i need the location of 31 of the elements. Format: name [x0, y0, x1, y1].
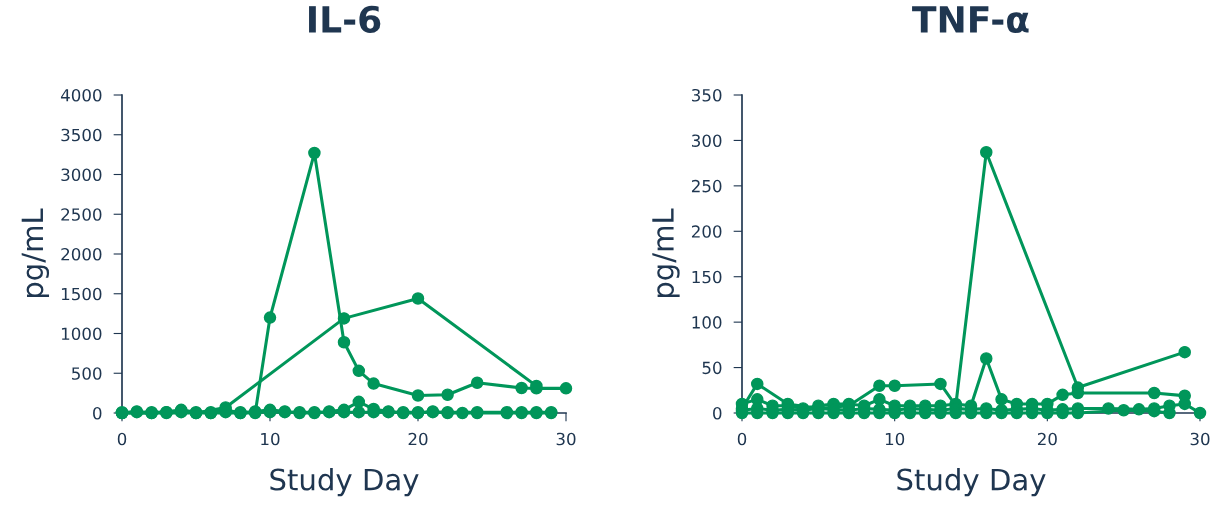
- chart-title: TNF-α: [912, 6, 1029, 33]
- y-tick-label: 3500: [61, 128, 102, 142]
- x-tick-label: 30: [1190, 432, 1210, 446]
- x-tick-label: 20: [1037, 432, 1057, 446]
- y-tick-label: 50: [702, 361, 722, 375]
- x-tick-label: 30: [556, 432, 576, 446]
- y-tick-label: 200: [691, 225, 722, 238]
- y-tick-label: 0: [93, 406, 102, 420]
- y-tick-label: 350: [692, 88, 722, 102]
- y-tick-label: 3000: [61, 168, 102, 182]
- x-tick-label: 20: [408, 432, 428, 446]
- y-tick-label: 1500: [61, 287, 102, 301]
- chart-title: IL-6: [309, 5, 381, 34]
- x-tick-label: 0: [737, 432, 747, 446]
- y-tick-label: 0: [713, 406, 722, 420]
- y-tick-label: 150: [692, 270, 722, 284]
- y-tick-label: 1000: [61, 327, 102, 341]
- x-tick-label: 0: [117, 432, 127, 446]
- y-axis-title: pg/mL: [652, 208, 680, 298]
- y-axis-title: pg/mL: [21, 208, 50, 298]
- y-tick-label: 500: [72, 367, 102, 380]
- x-tick-label: 10: [261, 432, 280, 446]
- x-tick-label: 10: [885, 432, 905, 446]
- y-tick-label: 100: [692, 316, 722, 329]
- y-tick-label: 2500: [61, 208, 102, 221]
- y-tick-label: 250: [691, 179, 722, 193]
- x-axis-title: Study Day: [897, 468, 1046, 497]
- y-tick-label: 300: [692, 134, 722, 147]
- x-axis-title: Study Day: [270, 468, 419, 497]
- y-tick-label: 2000: [61, 247, 102, 261]
- y-tick-label: 4000: [60, 88, 102, 102]
